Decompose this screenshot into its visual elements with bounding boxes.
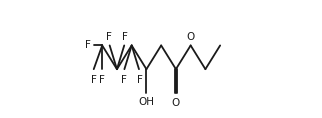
Text: OH: OH <box>138 97 155 107</box>
Text: F: F <box>85 40 91 50</box>
Text: O: O <box>186 32 195 42</box>
Text: O: O <box>172 98 180 108</box>
Text: F: F <box>121 75 127 85</box>
Text: F: F <box>137 75 143 85</box>
Text: F: F <box>106 32 112 42</box>
Text: F: F <box>99 75 105 85</box>
Text: F: F <box>122 32 128 42</box>
Text: F: F <box>91 75 97 85</box>
